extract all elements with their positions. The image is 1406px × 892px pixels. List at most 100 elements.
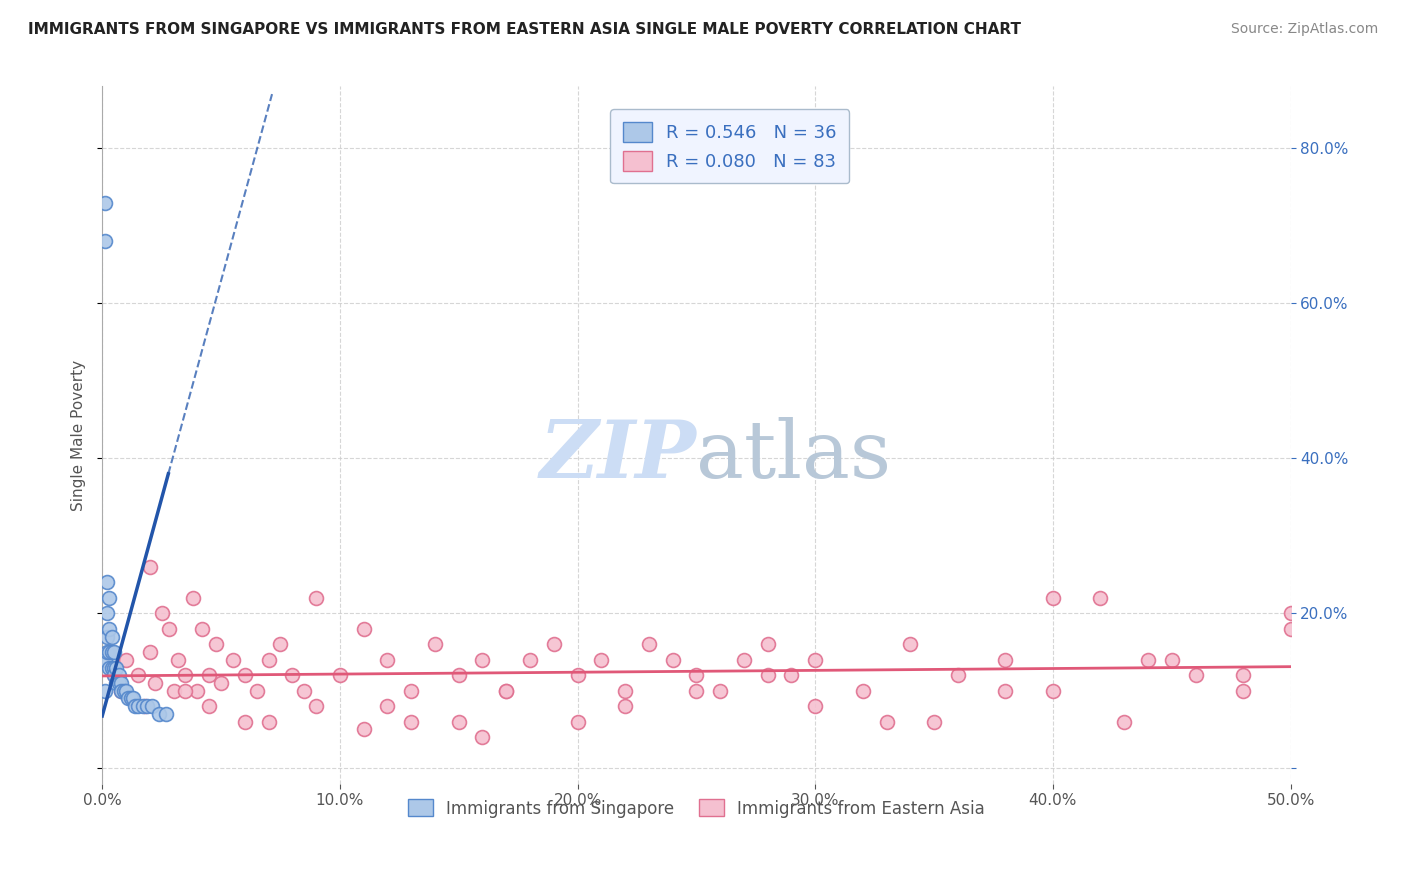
Point xyxy=(305,699,328,714)
Point xyxy=(103,668,125,682)
Point xyxy=(98,622,121,636)
Text: atlas: atlas xyxy=(696,417,891,495)
Point xyxy=(233,714,256,729)
Point xyxy=(353,622,375,636)
Point xyxy=(756,637,779,651)
Point xyxy=(93,195,115,210)
Point xyxy=(209,676,232,690)
Point xyxy=(110,683,132,698)
Point xyxy=(233,668,256,682)
Point xyxy=(329,668,352,682)
Point xyxy=(1042,683,1064,698)
Point xyxy=(120,691,142,706)
Point xyxy=(150,607,173,621)
Point xyxy=(447,668,470,682)
Point xyxy=(733,653,755,667)
Point xyxy=(96,575,118,590)
Point xyxy=(181,591,204,605)
Point xyxy=(157,622,180,636)
Point xyxy=(898,637,921,651)
Point xyxy=(614,683,637,698)
Point xyxy=(495,683,517,698)
Point xyxy=(1279,622,1302,636)
Point xyxy=(124,699,146,714)
Point xyxy=(1232,668,1254,682)
Point xyxy=(614,699,637,714)
Point xyxy=(804,653,827,667)
Point xyxy=(222,653,245,667)
Point xyxy=(191,622,214,636)
Point xyxy=(131,699,153,714)
Point xyxy=(108,668,131,682)
Point xyxy=(1136,653,1159,667)
Point xyxy=(205,637,228,651)
Point xyxy=(377,699,399,714)
Point xyxy=(638,637,661,651)
Point xyxy=(98,645,121,659)
Point xyxy=(115,683,138,698)
Point xyxy=(148,706,170,721)
Point xyxy=(98,591,121,605)
Point xyxy=(100,630,122,644)
Point xyxy=(281,668,304,682)
Point xyxy=(110,683,132,698)
Point xyxy=(103,660,125,674)
Point xyxy=(100,645,122,659)
Point xyxy=(117,691,139,706)
Point xyxy=(139,559,162,574)
Legend: Immigrants from Singapore, Immigrants from Eastern Asia: Immigrants from Singapore, Immigrants fr… xyxy=(401,793,991,824)
Point xyxy=(174,668,197,682)
Point xyxy=(1184,668,1206,682)
Point xyxy=(115,653,138,667)
Point xyxy=(103,645,125,659)
Point xyxy=(257,653,280,667)
Point xyxy=(96,630,118,644)
Point xyxy=(852,683,875,698)
Point xyxy=(399,714,422,729)
Point xyxy=(495,683,517,698)
Point xyxy=(122,691,145,706)
Point xyxy=(139,645,162,659)
Text: Source: ZipAtlas.com: Source: ZipAtlas.com xyxy=(1230,22,1378,37)
Point xyxy=(1090,591,1112,605)
Point xyxy=(1160,653,1182,667)
Point xyxy=(876,714,898,729)
Point xyxy=(471,731,494,745)
Point xyxy=(519,653,541,667)
Point xyxy=(120,691,142,706)
Point xyxy=(567,714,589,729)
Point xyxy=(246,683,269,698)
Point xyxy=(141,699,163,714)
Point xyxy=(1114,714,1136,729)
Point xyxy=(471,653,494,667)
Point xyxy=(103,668,125,682)
Point xyxy=(198,699,221,714)
Point xyxy=(100,660,122,674)
Point xyxy=(1279,607,1302,621)
Point xyxy=(305,591,328,605)
Point xyxy=(93,683,115,698)
Point xyxy=(134,699,156,714)
Point xyxy=(198,668,221,682)
Point xyxy=(155,706,177,721)
Point xyxy=(377,653,399,667)
Point xyxy=(174,683,197,698)
Point xyxy=(105,660,128,674)
Text: IMMIGRANTS FROM SINGAPORE VS IMMIGRANTS FROM EASTERN ASIA SINGLE MALE POVERTY CO: IMMIGRANTS FROM SINGAPORE VS IMMIGRANTS … xyxy=(28,22,1021,37)
Point xyxy=(269,637,291,651)
Point xyxy=(108,676,131,690)
Point xyxy=(96,645,118,659)
Point xyxy=(756,668,779,682)
Point xyxy=(1042,591,1064,605)
Point xyxy=(186,683,208,698)
Point xyxy=(162,683,184,698)
Point xyxy=(804,699,827,714)
Point xyxy=(353,723,375,737)
Point xyxy=(110,676,132,690)
Point xyxy=(661,653,683,667)
Point xyxy=(127,668,149,682)
Point xyxy=(292,683,315,698)
Point xyxy=(946,668,969,682)
Point xyxy=(567,668,589,682)
Point xyxy=(780,668,803,682)
